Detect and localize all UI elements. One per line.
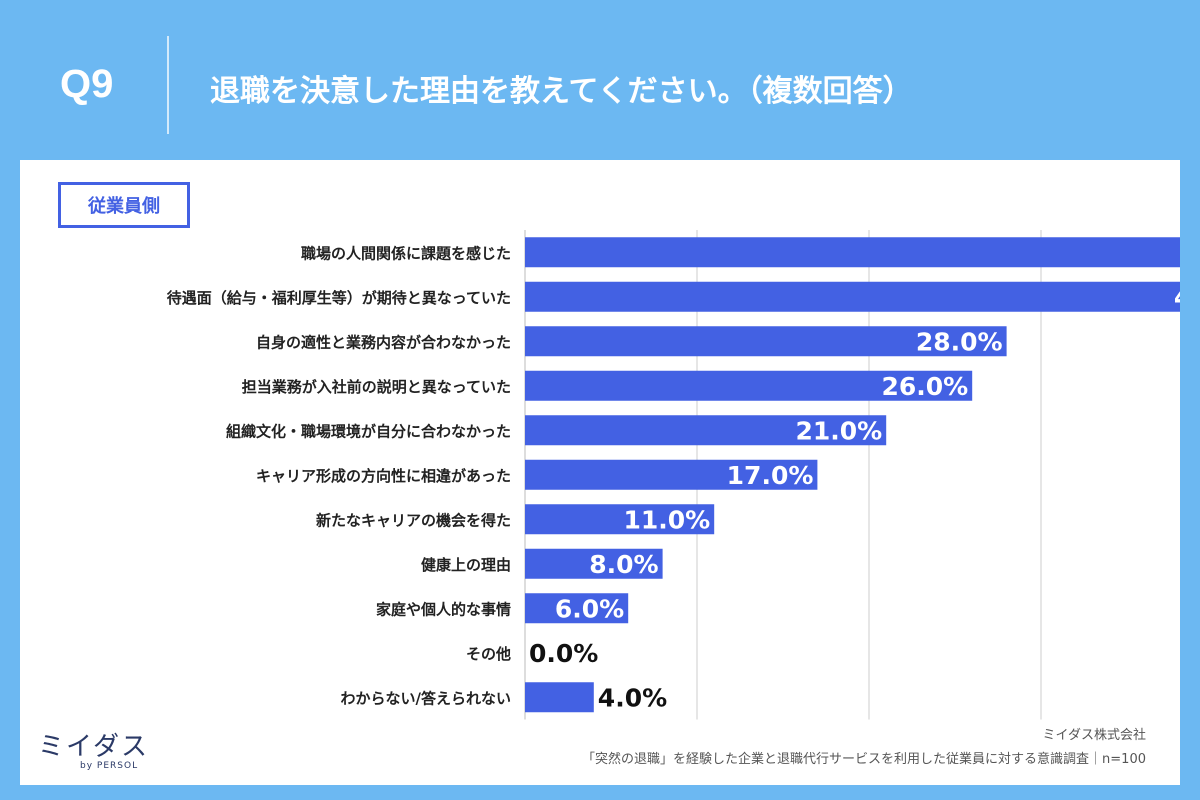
value-label: 43.0% [1174,283,1180,312]
source-survey: 「突然の退職」を経験した企業と退職代行サービスを利用した従業員に対する意識調査｜… [582,752,1146,767]
bar [525,682,594,713]
bar [525,459,818,490]
source-company: ミイダス株式会社 [1042,728,1146,743]
value-label: 0.0% [529,639,598,668]
category-label: 自身の適性と業務内容が合わなかった [256,333,511,351]
category-label: 待遇面（給与・福利厚生等）が期待と異なっていた [167,289,511,307]
category-label: 組織文化・職場環境が自分に合わなかった [226,422,511,440]
bar-chart: 職場の人間関係に課題を感じた44.0%待遇面（給与・福利厚生等）が期待と異なって… [167,230,1180,720]
header: Q9 退職を決意した理由を教えてください。（複数回答） [0,0,1200,160]
category-label: 家庭や個人的な事情 [376,600,511,618]
bar [525,326,1007,357]
value-label: 4.0% [598,683,667,712]
bar [525,281,1180,312]
category-label: わからない/答えられない [341,689,511,707]
value-label: 8.0% [589,550,658,579]
value-label: 26.0% [881,372,968,401]
question-number: Q9 [60,62,114,106]
category-label: 職場の人間関係に課題を感じた [301,244,511,262]
bar [525,415,887,446]
category-label: 健康上の理由 [421,556,511,574]
value-label: 21.0% [795,416,882,445]
value-label: 28.0% [916,327,1003,356]
bar [525,548,663,579]
category-label: 新たなキャリアの機会を得た [316,511,511,529]
value-label: 6.0% [555,594,624,623]
header-divider [167,36,169,134]
chart-panel: 従業員側 職場の人間関係に課題を感じた44.0%待遇面（給与・福利厚生等）が期待… [20,160,1180,785]
bar [525,237,1180,268]
category-label: その他 [466,645,511,663]
bar [525,370,973,401]
category-label: キャリア形成の方向性に相違があった [256,467,511,485]
bar [525,593,629,624]
logo-text: ミイダス [38,732,149,762]
question-title: 退職を決意した理由を教えてください。（複数回答） [210,74,913,109]
miidas-logo: ミイダス by PERSOL [38,726,198,776]
value-label: 11.0% [623,505,710,534]
value-label: 17.0% [727,461,814,490]
logo-subtext: by PERSOL [80,761,139,771]
respondent-tag: 従業員側 [58,182,190,228]
bar [525,504,715,535]
category-label: 担当業務が入社前の説明と異なっていた [242,378,511,396]
